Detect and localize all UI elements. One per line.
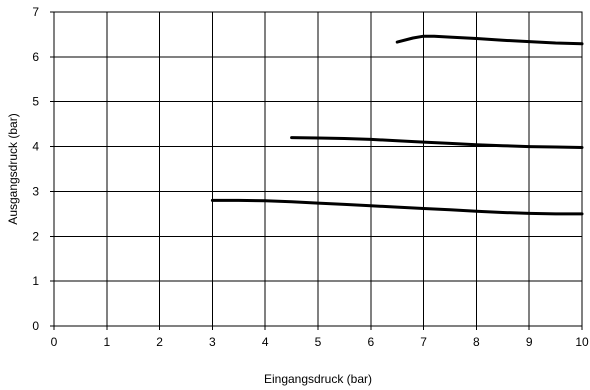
x-tick-label: 0 (51, 335, 58, 349)
y-tick-label: 4 (32, 140, 39, 154)
x-tick-label: 9 (526, 335, 533, 349)
x-tick-labels: 0 1 2 3 4 5 6 7 8 9 10 (51, 335, 589, 349)
y-tick-labels: 0 1 2 3 4 5 6 7 (32, 5, 39, 333)
plot-frame (53, 11, 583, 327)
series-line-1 (395, 34, 584, 46)
series-layer (210, 34, 584, 216)
series-line-2 (290, 136, 584, 149)
y-tick-label: 5 (32, 95, 39, 109)
y-tick-label: 0 (32, 319, 39, 333)
grid (50, 11, 583, 330)
y-tick-label: 2 (32, 229, 39, 243)
y-tick-label: 1 (32, 274, 39, 288)
x-tick-label: 4 (262, 335, 269, 349)
x-tick-label: 7 (420, 335, 427, 349)
series-line-3 (210, 198, 584, 216)
x-tick-label: 8 (473, 335, 480, 349)
x-tick-label: 6 (367, 335, 374, 349)
x-tick-label: 2 (156, 335, 163, 349)
x-axis-title: Eingangsdruck (bar) (264, 372, 372, 386)
x-tick-label: 1 (103, 335, 110, 349)
y-axis-title: Ausgangsdruck (bar) (6, 113, 20, 224)
x-tick-label: 5 (315, 335, 322, 349)
x-tick-label: 10 (575, 335, 589, 349)
y-tick-label: 3 (32, 184, 39, 198)
x-tick-label: 3 (209, 335, 216, 349)
y-tick-label: 6 (32, 50, 39, 64)
y-tick-label: 7 (32, 5, 39, 19)
